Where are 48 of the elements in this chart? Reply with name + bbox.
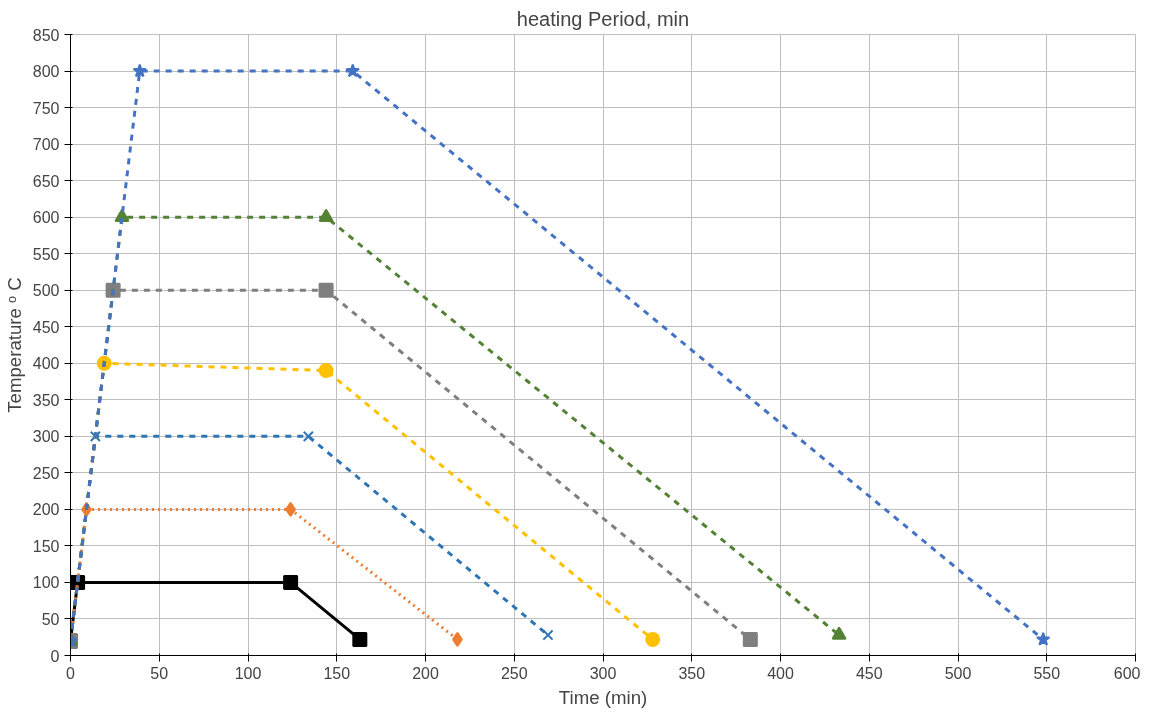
point bbox=[318, 363, 334, 379]
point bbox=[302, 430, 314, 442]
point bbox=[645, 631, 661, 647]
chart-title: heating Period, min bbox=[516, 7, 690, 30]
point bbox=[1036, 631, 1051, 646]
y-tick-label: 150 bbox=[32, 537, 60, 555]
x-tick-label: 300 bbox=[589, 664, 617, 682]
y-tick-label: 750 bbox=[32, 99, 60, 117]
x-tick-label: 150 bbox=[323, 664, 351, 682]
y-tick-label: 300 bbox=[32, 428, 60, 446]
x-tick-label: 200 bbox=[412, 664, 439, 682]
point bbox=[132, 63, 147, 78]
point bbox=[831, 626, 847, 640]
x-tick-label: 400 bbox=[767, 664, 794, 682]
y-tick-label: 500 bbox=[32, 282, 60, 300]
x-tick-label: 550 bbox=[1033, 664, 1061, 682]
y-tick-label: 700 bbox=[32, 136, 60, 154]
point bbox=[318, 282, 334, 298]
x-tick-label: 0 bbox=[66, 664, 76, 682]
point bbox=[742, 631, 758, 647]
x-tick-label: 100 bbox=[234, 664, 262, 682]
y-tick-label: 100 bbox=[32, 574, 60, 592]
point bbox=[89, 430, 101, 442]
y-tick-label: 650 bbox=[32, 172, 60, 190]
x-tick-label: 600 bbox=[1113, 664, 1141, 682]
y-tick-label: 550 bbox=[32, 245, 60, 263]
point bbox=[345, 63, 360, 78]
x-tick-label: 350 bbox=[678, 664, 706, 682]
y-tick-label: 0 bbox=[50, 647, 60, 665]
y-tick-label: 200 bbox=[32, 501, 60, 519]
x-tick-label: 250 bbox=[500, 664, 528, 682]
x-tick-label: 450 bbox=[855, 664, 883, 682]
x-tick-label: 50 bbox=[150, 664, 169, 682]
y-tick-label: 400 bbox=[32, 355, 60, 373]
y-tick-label: 450 bbox=[32, 318, 60, 336]
point bbox=[283, 574, 299, 590]
y-tick-label: 800 bbox=[32, 63, 60, 81]
y-axis-title: Temperature ᵒ C bbox=[3, 277, 25, 413]
y-tick-label: 350 bbox=[32, 391, 60, 409]
y-tick-label: 850 bbox=[32, 26, 60, 44]
y-tick-label: 250 bbox=[32, 464, 60, 482]
y-tick-label: 600 bbox=[32, 209, 60, 227]
x-axis-title: Time (min) bbox=[558, 686, 648, 708]
x-tick-label: 500 bbox=[944, 664, 972, 682]
point bbox=[318, 208, 334, 222]
point bbox=[542, 629, 554, 641]
point bbox=[352, 631, 368, 647]
y-tick-label: 50 bbox=[41, 610, 60, 628]
